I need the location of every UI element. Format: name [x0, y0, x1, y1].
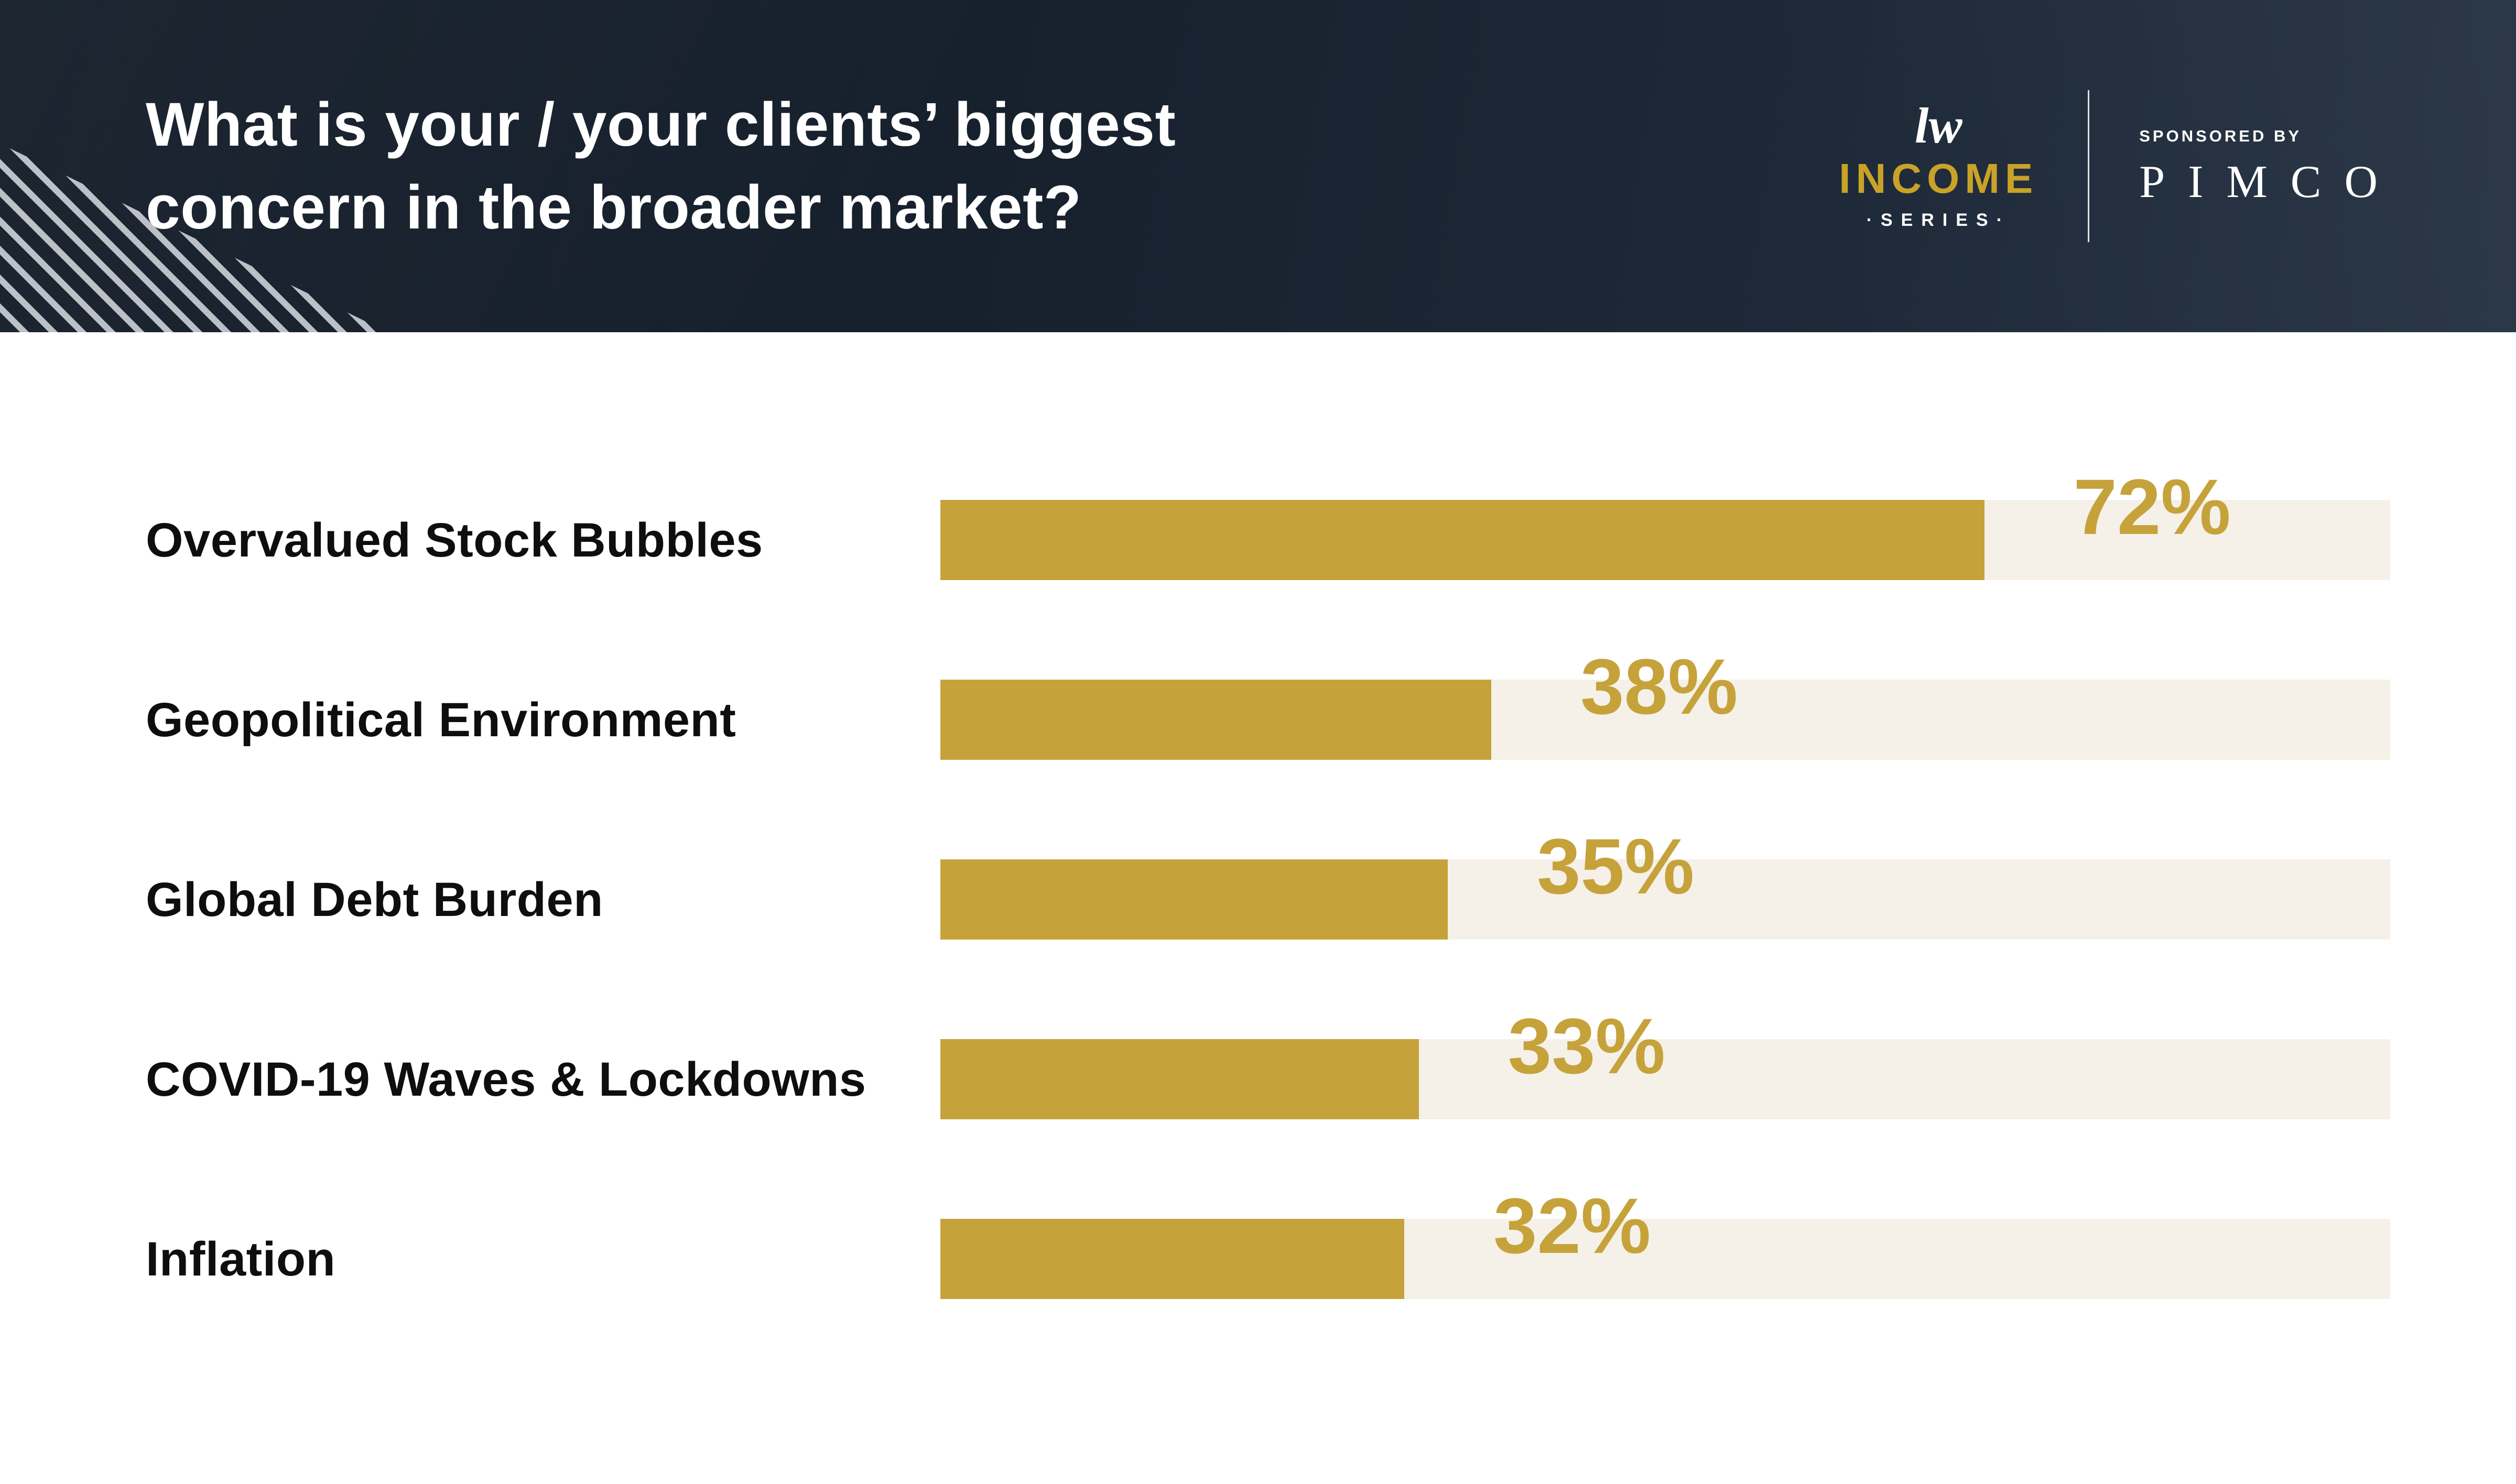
page-title-line2: concern in the broader market? [146, 173, 1082, 242]
page-title: What is your / your clients’ biggest con… [146, 83, 1176, 249]
bar-row: Geopolitical Environment 38% [146, 647, 2390, 760]
sponsor-block: SPONSORED BY PIMCO [2139, 126, 2401, 206]
logo-divider [2088, 90, 2090, 242]
bar-fill [940, 1039, 1419, 1119]
bar-row: Overvalued Stock Bubbles 72% [146, 467, 2390, 580]
bar-track: 38% [940, 647, 2390, 760]
bar-track: 35% [940, 827, 2390, 940]
category-label: Inflation [146, 1232, 336, 1286]
page-title-line1: What is your / your clients’ biggest [146, 90, 1176, 159]
bar-row: Inflation 32% [146, 1186, 2390, 1299]
bar-track: 33% [940, 1007, 2390, 1119]
value-label: 38% [1580, 642, 1738, 730]
bar-fill [940, 500, 1984, 580]
bar-row: COVID-19 Waves & Lockdowns 33% [146, 1007, 2390, 1119]
pimco-logo-text: PIMCO [2139, 157, 2401, 208]
value-label: 32% [1493, 1182, 1651, 1270]
income-logo-text: INCOME [1839, 155, 2038, 202]
bar-chart: Overvalued Stock Bubbles 72% Geopolitica… [0, 332, 2516, 1299]
bar-fill [940, 1219, 1405, 1299]
series-logo-text: ·SERIES· [1866, 210, 2011, 230]
category-label: Overvalued Stock Bubbles [146, 513, 763, 567]
value-label: 72% [2073, 463, 2231, 551]
bar-fill [940, 680, 1492, 760]
bar-track: 32% [940, 1186, 2390, 1299]
category-label: Geopolitical Environment [146, 693, 736, 747]
value-label: 35% [1537, 822, 1695, 910]
header-banner: What is your / your clients’ biggest con… [0, 0, 2516, 332]
bar-row: Global Debt Burden 35% [146, 827, 2390, 940]
category-label: COVID-19 Waves & Lockdowns [146, 1052, 866, 1106]
brand-area: lw INCOME ·SERIES· SPONSORED BY PIMCO [1839, 90, 2401, 242]
bar-track: 72% [940, 467, 2390, 580]
category-label: Global Debt Burden [146, 872, 603, 926]
value-label: 33% [1508, 1002, 1665, 1090]
bar-fill [940, 859, 1448, 940]
income-series-logo: lw INCOME ·SERIES· [1839, 101, 2038, 232]
lw-logo-icon: lw [1914, 97, 1962, 154]
sponsored-by-label: SPONSORED BY [2139, 127, 2302, 145]
